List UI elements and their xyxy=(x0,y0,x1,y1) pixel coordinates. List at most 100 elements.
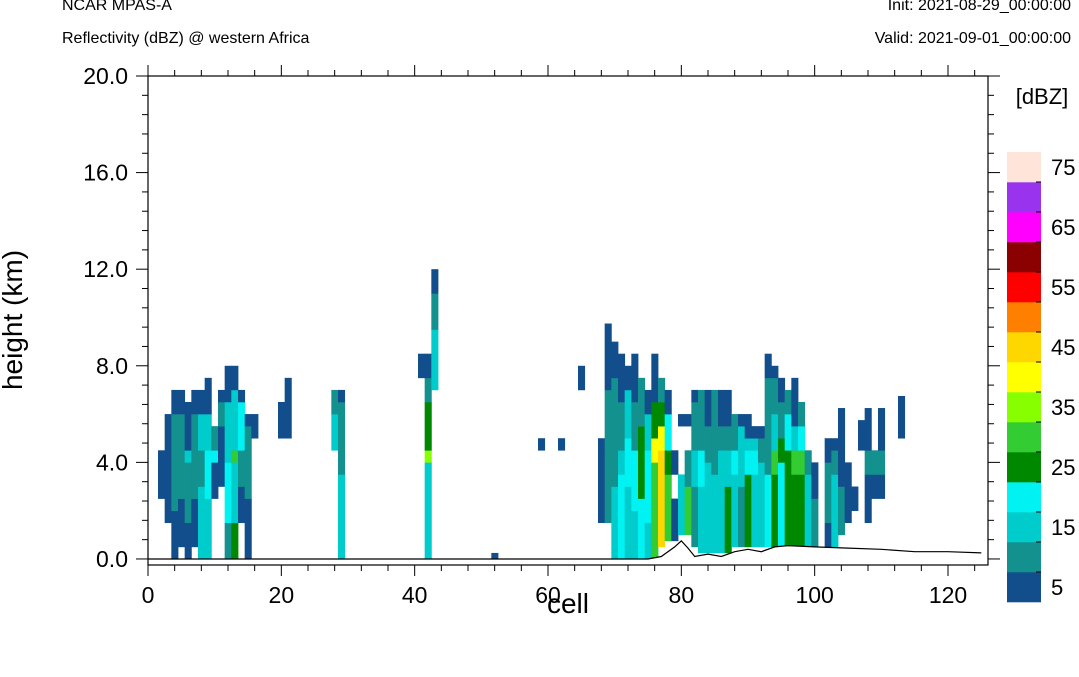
reflectivity-cell xyxy=(798,402,806,427)
axis-ticks xyxy=(136,65,1000,576)
reflectivity-cell xyxy=(744,438,752,451)
reflectivity-cell xyxy=(831,522,839,548)
colorbar-label: 65 xyxy=(1051,215,1075,240)
colorbar-swatch xyxy=(1007,332,1041,363)
reflectivity-cell xyxy=(864,450,872,475)
reflectivity-cell xyxy=(604,323,612,391)
reflectivity-cell xyxy=(744,450,752,475)
colorbar-swatch xyxy=(1007,212,1041,243)
reflectivity-cell xyxy=(871,474,879,499)
x-tick-label: 20 xyxy=(269,582,295,608)
reflectivity-cell xyxy=(664,450,672,475)
reflectivity-cell xyxy=(331,414,339,451)
colorbar-swatch xyxy=(1007,362,1041,393)
reflectivity-cell xyxy=(624,389,632,439)
reflectivity-cell xyxy=(171,414,179,451)
field-title: Reflectivity (dBZ) @ western Africa xyxy=(62,30,310,47)
reflectivity-cell xyxy=(784,450,792,475)
reflectivity-cell xyxy=(771,450,779,475)
reflectivity-cell xyxy=(764,353,772,379)
colorbar-swatch xyxy=(1007,182,1041,213)
reflectivity-cell xyxy=(738,426,746,451)
reflectivity-cell xyxy=(724,426,732,451)
reflectivity-cell xyxy=(698,389,706,451)
reflectivity-cell xyxy=(838,450,846,487)
reflectivity-cell xyxy=(238,389,246,403)
reflectivity-cell xyxy=(798,450,806,475)
reflectivity-cell xyxy=(778,462,786,548)
x-tick-label: 40 xyxy=(402,582,428,608)
terrain-layer xyxy=(148,540,982,565)
reflectivity-cell xyxy=(778,377,786,403)
reflectivity-cell xyxy=(651,438,659,463)
reflectivity-cell xyxy=(424,450,432,463)
reflectivity-cell xyxy=(758,462,766,548)
reflectivity-cell xyxy=(678,414,686,427)
reflectivity-cell xyxy=(771,474,779,548)
reflectivity-cell xyxy=(231,450,239,463)
reflectivity-cell xyxy=(731,414,739,451)
reflectivity-cell xyxy=(824,522,832,548)
terrain-line xyxy=(148,540,982,560)
reflectivity-cell xyxy=(218,426,226,487)
reflectivity-cell xyxy=(711,438,719,475)
reflectivity-cell xyxy=(644,522,652,560)
reflectivity-cell xyxy=(764,474,772,548)
reflectivity-cell xyxy=(838,486,846,536)
reflectivity-cells xyxy=(158,269,906,560)
reflectivity-cell xyxy=(244,426,252,499)
reflectivity-cell xyxy=(198,389,206,415)
reflectivity-cell xyxy=(224,402,232,463)
x-tick-labels: 0 20 40 60 80 100 120 xyxy=(142,582,968,608)
reflectivity-cell xyxy=(204,414,212,451)
reflectivity-cell xyxy=(644,414,652,451)
reflectivity-cell xyxy=(798,474,806,548)
reflectivity-cell xyxy=(631,353,639,403)
reflectivity-cell xyxy=(738,414,746,427)
reflectivity-cell xyxy=(618,450,626,475)
reflectivity-cell xyxy=(204,450,212,499)
reflectivity-cell xyxy=(764,377,772,439)
x-tick-label: 0 xyxy=(142,582,155,608)
reflectivity-cell xyxy=(704,462,712,554)
colorbar-labels: 5 15 25 35 45 55 65 75 xyxy=(1051,155,1075,600)
reflectivity-cell xyxy=(784,389,792,415)
x-tick-label: 60 xyxy=(535,582,561,608)
colorbar-swatch xyxy=(1007,512,1041,543)
reflectivity-cell xyxy=(231,462,239,524)
reflectivity-cell xyxy=(338,402,346,475)
reflectivity-cell xyxy=(791,450,799,475)
reflectivity-cell xyxy=(631,450,639,511)
reflectivity-cell xyxy=(171,389,179,415)
reflectivity-cell xyxy=(218,389,226,403)
reflectivity-cell xyxy=(651,546,659,560)
reflectivity-cell xyxy=(611,438,619,487)
reflectivity-cell xyxy=(671,450,679,475)
reflectivity-cell xyxy=(871,450,879,475)
reflectivity-cell xyxy=(191,450,199,499)
reflectivity-cell xyxy=(844,486,852,524)
colorbar-swatch xyxy=(1007,572,1041,603)
reflectivity-cell xyxy=(691,486,699,548)
reflectivity-cell xyxy=(664,474,672,542)
reflectivity-cell xyxy=(698,450,706,487)
reflectivity-cell xyxy=(604,389,612,451)
reflectivity-cell xyxy=(684,486,692,536)
reflectivity-cell xyxy=(684,450,692,487)
reflectivity-cell xyxy=(778,402,786,439)
reflectivity-cell xyxy=(651,353,659,403)
reflectivity-cell xyxy=(778,438,786,463)
reflectivity-cell xyxy=(431,269,439,294)
y-tick-label: 8.0 xyxy=(96,353,128,379)
x-axis-label: cell xyxy=(547,588,589,619)
reflectivity-cell xyxy=(658,377,666,403)
reflectivity-cell xyxy=(844,462,852,487)
reflectivity-cell xyxy=(678,474,686,536)
reflectivity-cell xyxy=(244,498,252,560)
reflectivity-cell xyxy=(744,414,752,439)
reflectivity-cell xyxy=(771,377,779,415)
colorbar-swatch xyxy=(1007,422,1041,453)
colorbar-swatch xyxy=(1007,272,1041,303)
reflectivity-cell xyxy=(878,450,886,475)
